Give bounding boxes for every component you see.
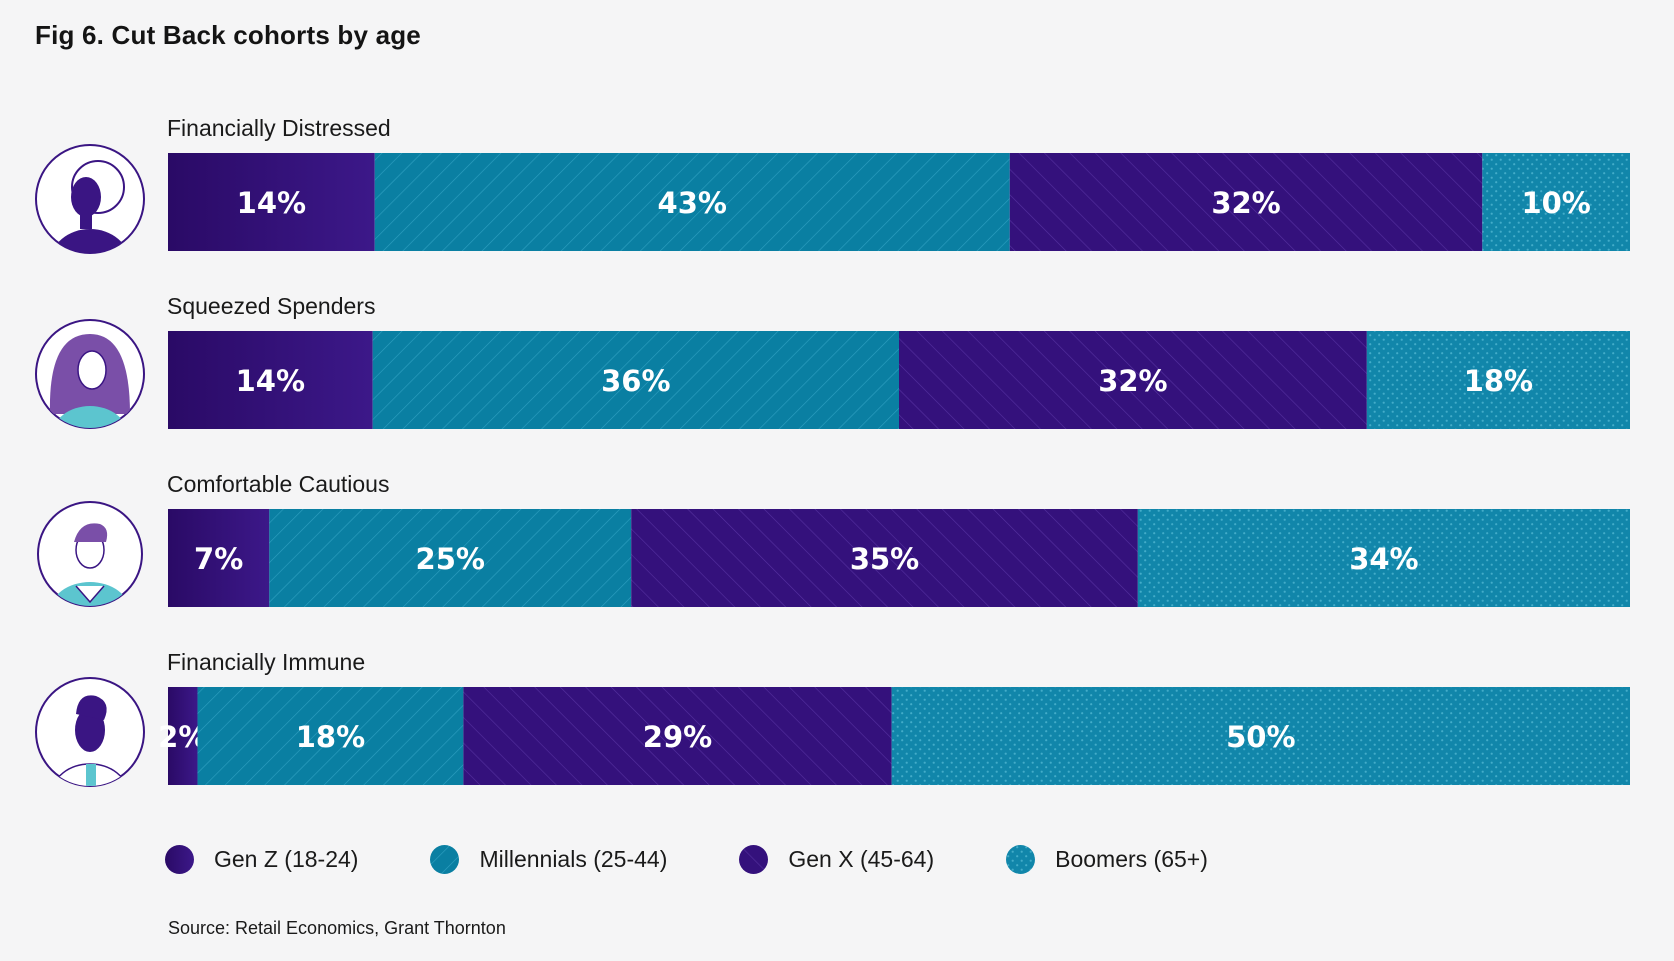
data-label: 25% xyxy=(416,542,485,576)
data-label: 14% xyxy=(236,364,305,398)
legend-label: Gen X (45-64) xyxy=(788,846,935,872)
legend-item-boomers: Boomers (65+) xyxy=(1006,845,1208,874)
category-label: Comfortable Cautious xyxy=(167,471,389,497)
source-note: Source: Retail Economics, Grant Thornton xyxy=(168,918,506,938)
legend: Gen Z (18-24) Millennials (25-44) Gen X … xyxy=(165,845,1280,874)
chart-title: Fig 6. Cut Back cohorts by age xyxy=(35,20,421,50)
bar-segment-gen-x xyxy=(631,509,1138,607)
legend-swatch-gen-z xyxy=(165,845,194,874)
bar-segment-boomers xyxy=(1482,153,1630,251)
legend-label: Gen Z (18-24) xyxy=(214,846,359,872)
bar-segment-millennials xyxy=(197,687,464,785)
legend-swatch-gen-x xyxy=(739,845,769,874)
legend-item-gen-z: Gen Z (18-24) xyxy=(165,845,358,874)
bar-segment-boomers xyxy=(1137,509,1630,607)
bar-segment-gen-z xyxy=(168,687,198,785)
data-label: 34% xyxy=(1349,542,1418,576)
stacked-bar-chart: Financially Distressed 14% 43% 32% 10% Squeez… xyxy=(35,115,1630,787)
data-label: 32% xyxy=(1098,364,1167,398)
data-label: 43% xyxy=(658,186,727,220)
data-label: 18% xyxy=(296,720,365,754)
man-collar-icon xyxy=(37,501,143,607)
bar-segment-gen-z xyxy=(168,153,375,251)
man-beard-icon xyxy=(35,677,145,787)
bar-segment-gen-z xyxy=(168,509,270,607)
bar-segment-gen-x xyxy=(899,331,1367,429)
data-label: 7% xyxy=(194,542,243,576)
data-label: 29% xyxy=(643,720,712,754)
bar-segment-millennials xyxy=(374,153,1010,251)
bar-segment-gen-z xyxy=(168,331,373,429)
bar-segment-millennials xyxy=(269,509,632,607)
legend-swatch-millennials xyxy=(430,845,460,874)
legend-item-millennials: Millennials (25-44) xyxy=(430,845,667,874)
legend-item-gen-x: Gen X (45-64) xyxy=(739,845,934,874)
data-label: 14% xyxy=(237,186,306,220)
bar-segment-millennials xyxy=(372,331,899,429)
bar-segment-gen-x xyxy=(463,687,892,785)
bar-segment-boomers xyxy=(891,687,1630,785)
category-label: Squeezed Spenders xyxy=(167,293,375,319)
legend-label: Boomers (65+) xyxy=(1055,846,1208,872)
data-label: 35% xyxy=(850,542,919,576)
data-label: 50% xyxy=(1226,720,1295,754)
legend-swatch-boomers xyxy=(1006,845,1036,874)
data-label: 32% xyxy=(1211,186,1280,220)
legend-label: Millennials (25-44) xyxy=(479,846,668,872)
data-label: 10% xyxy=(1521,186,1590,220)
woman-long-hair-icon xyxy=(35,319,145,429)
data-label: 18% xyxy=(1464,364,1533,398)
bar-segment-boomers xyxy=(1366,331,1630,429)
woman-curly-hair-icon xyxy=(35,144,145,254)
data-label: 36% xyxy=(601,364,670,398)
category-label: Financially Distressed xyxy=(167,115,391,141)
bar-segment-gen-x xyxy=(1009,153,1483,251)
category-label: Financially Immune xyxy=(167,649,365,675)
